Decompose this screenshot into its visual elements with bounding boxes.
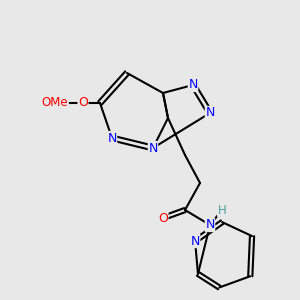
Text: N: N [205,218,215,232]
Text: N: N [148,142,158,154]
Text: N: N [205,106,215,119]
Text: O: O [78,97,88,110]
Text: N: N [107,131,117,145]
Text: H: H [218,203,226,217]
Text: N: N [190,235,200,248]
Text: O: O [158,212,168,224]
Text: OMe: OMe [42,97,68,110]
Text: N: N [188,79,198,92]
